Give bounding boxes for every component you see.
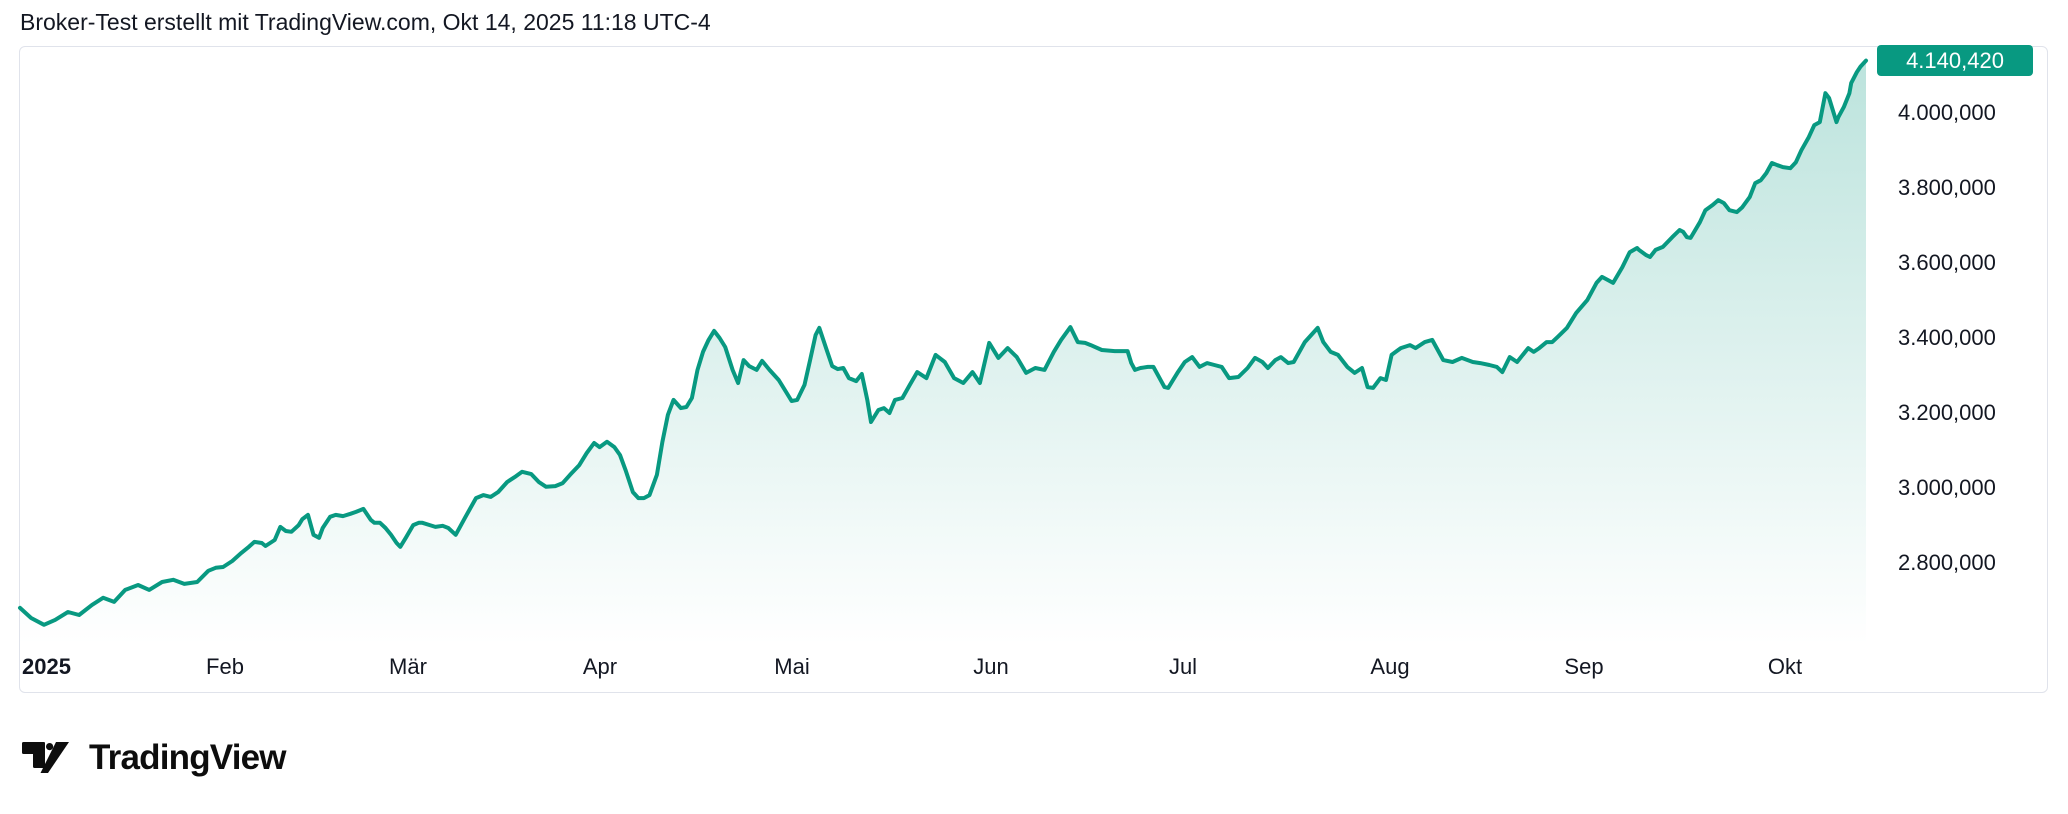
price-tick-label: 3.800,000 (1898, 175, 1996, 201)
time-tick-label: Feb (206, 654, 244, 679)
chart-title: Broker-Test erstellt mit TradingView.com… (20, 9, 711, 35)
time-tick-label: Mai (774, 654, 810, 679)
time-tick-label: 2025 (22, 654, 71, 679)
price-tick-label: 3.000,000 (1898, 474, 1996, 500)
last-price-badge: 4.140,420 (1877, 45, 2033, 76)
time-tick-label: Jul (1168, 654, 1198, 679)
price-line (18, 58, 1868, 627)
tradingview-logo[interactable]: TradingView (22, 738, 287, 778)
last-price-label: 4.140,420 (1906, 47, 2004, 73)
price-tick-label: 3.400,000 (1898, 325, 1996, 350)
tradingview-logo-icon (22, 742, 69, 773)
time-tick-label: Jun (973, 654, 1009, 679)
time-tick-label: Okt (1767, 654, 1803, 679)
price-tick-label: 4.000,000 (1898, 100, 1996, 126)
time-tick-label: Apr (582, 654, 618, 679)
time-tick-label: Mär (389, 654, 427, 679)
time-tick-label: Sep (1564, 654, 1604, 679)
price-tick-label: 3.200,000 (1898, 399, 1996, 425)
price-tick-label: 2.800,000 (1898, 549, 1996, 575)
area-fill (20, 60, 1866, 646)
price-tick-label: 3.600,000 (1898, 250, 1996, 276)
tradingview-wordmark: TradingView (89, 738, 287, 777)
time-tick-label: Aug (1370, 654, 1410, 679)
